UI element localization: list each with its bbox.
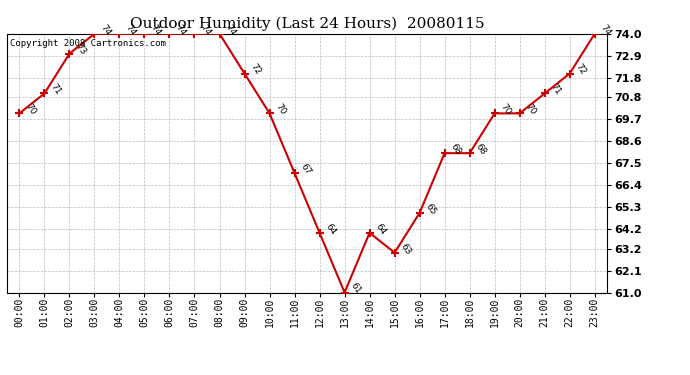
- Text: 71: 71: [549, 82, 563, 97]
- Text: 64: 64: [324, 222, 337, 236]
- Text: 65: 65: [424, 202, 437, 216]
- Text: 61: 61: [348, 281, 363, 296]
- Text: 74: 74: [148, 22, 163, 37]
- Text: 72: 72: [248, 63, 263, 77]
- Text: 67: 67: [299, 162, 313, 177]
- Text: 70: 70: [23, 102, 37, 117]
- Text: 74: 74: [224, 22, 237, 37]
- Text: 72: 72: [574, 63, 588, 77]
- Text: 70: 70: [274, 102, 288, 117]
- Text: 74: 74: [599, 22, 613, 37]
- Text: 68: 68: [474, 142, 488, 156]
- Text: 68: 68: [448, 142, 463, 156]
- Text: 70: 70: [499, 102, 513, 117]
- Text: 74: 74: [174, 22, 188, 37]
- Text: Copyright 2008 Cartronics.com: Copyright 2008 Cartronics.com: [10, 39, 166, 48]
- Title: Outdoor Humidity (Last 24 Hours)  20080115: Outdoor Humidity (Last 24 Hours) 2008011…: [130, 17, 484, 31]
- Text: 74: 74: [99, 22, 112, 37]
- Text: 74: 74: [124, 22, 137, 37]
- Text: 71: 71: [48, 82, 63, 97]
- Text: 73: 73: [74, 42, 88, 57]
- Text: 63: 63: [399, 242, 413, 256]
- Text: 74: 74: [199, 22, 213, 37]
- Text: 70: 70: [524, 102, 538, 117]
- Text: 64: 64: [374, 222, 388, 236]
